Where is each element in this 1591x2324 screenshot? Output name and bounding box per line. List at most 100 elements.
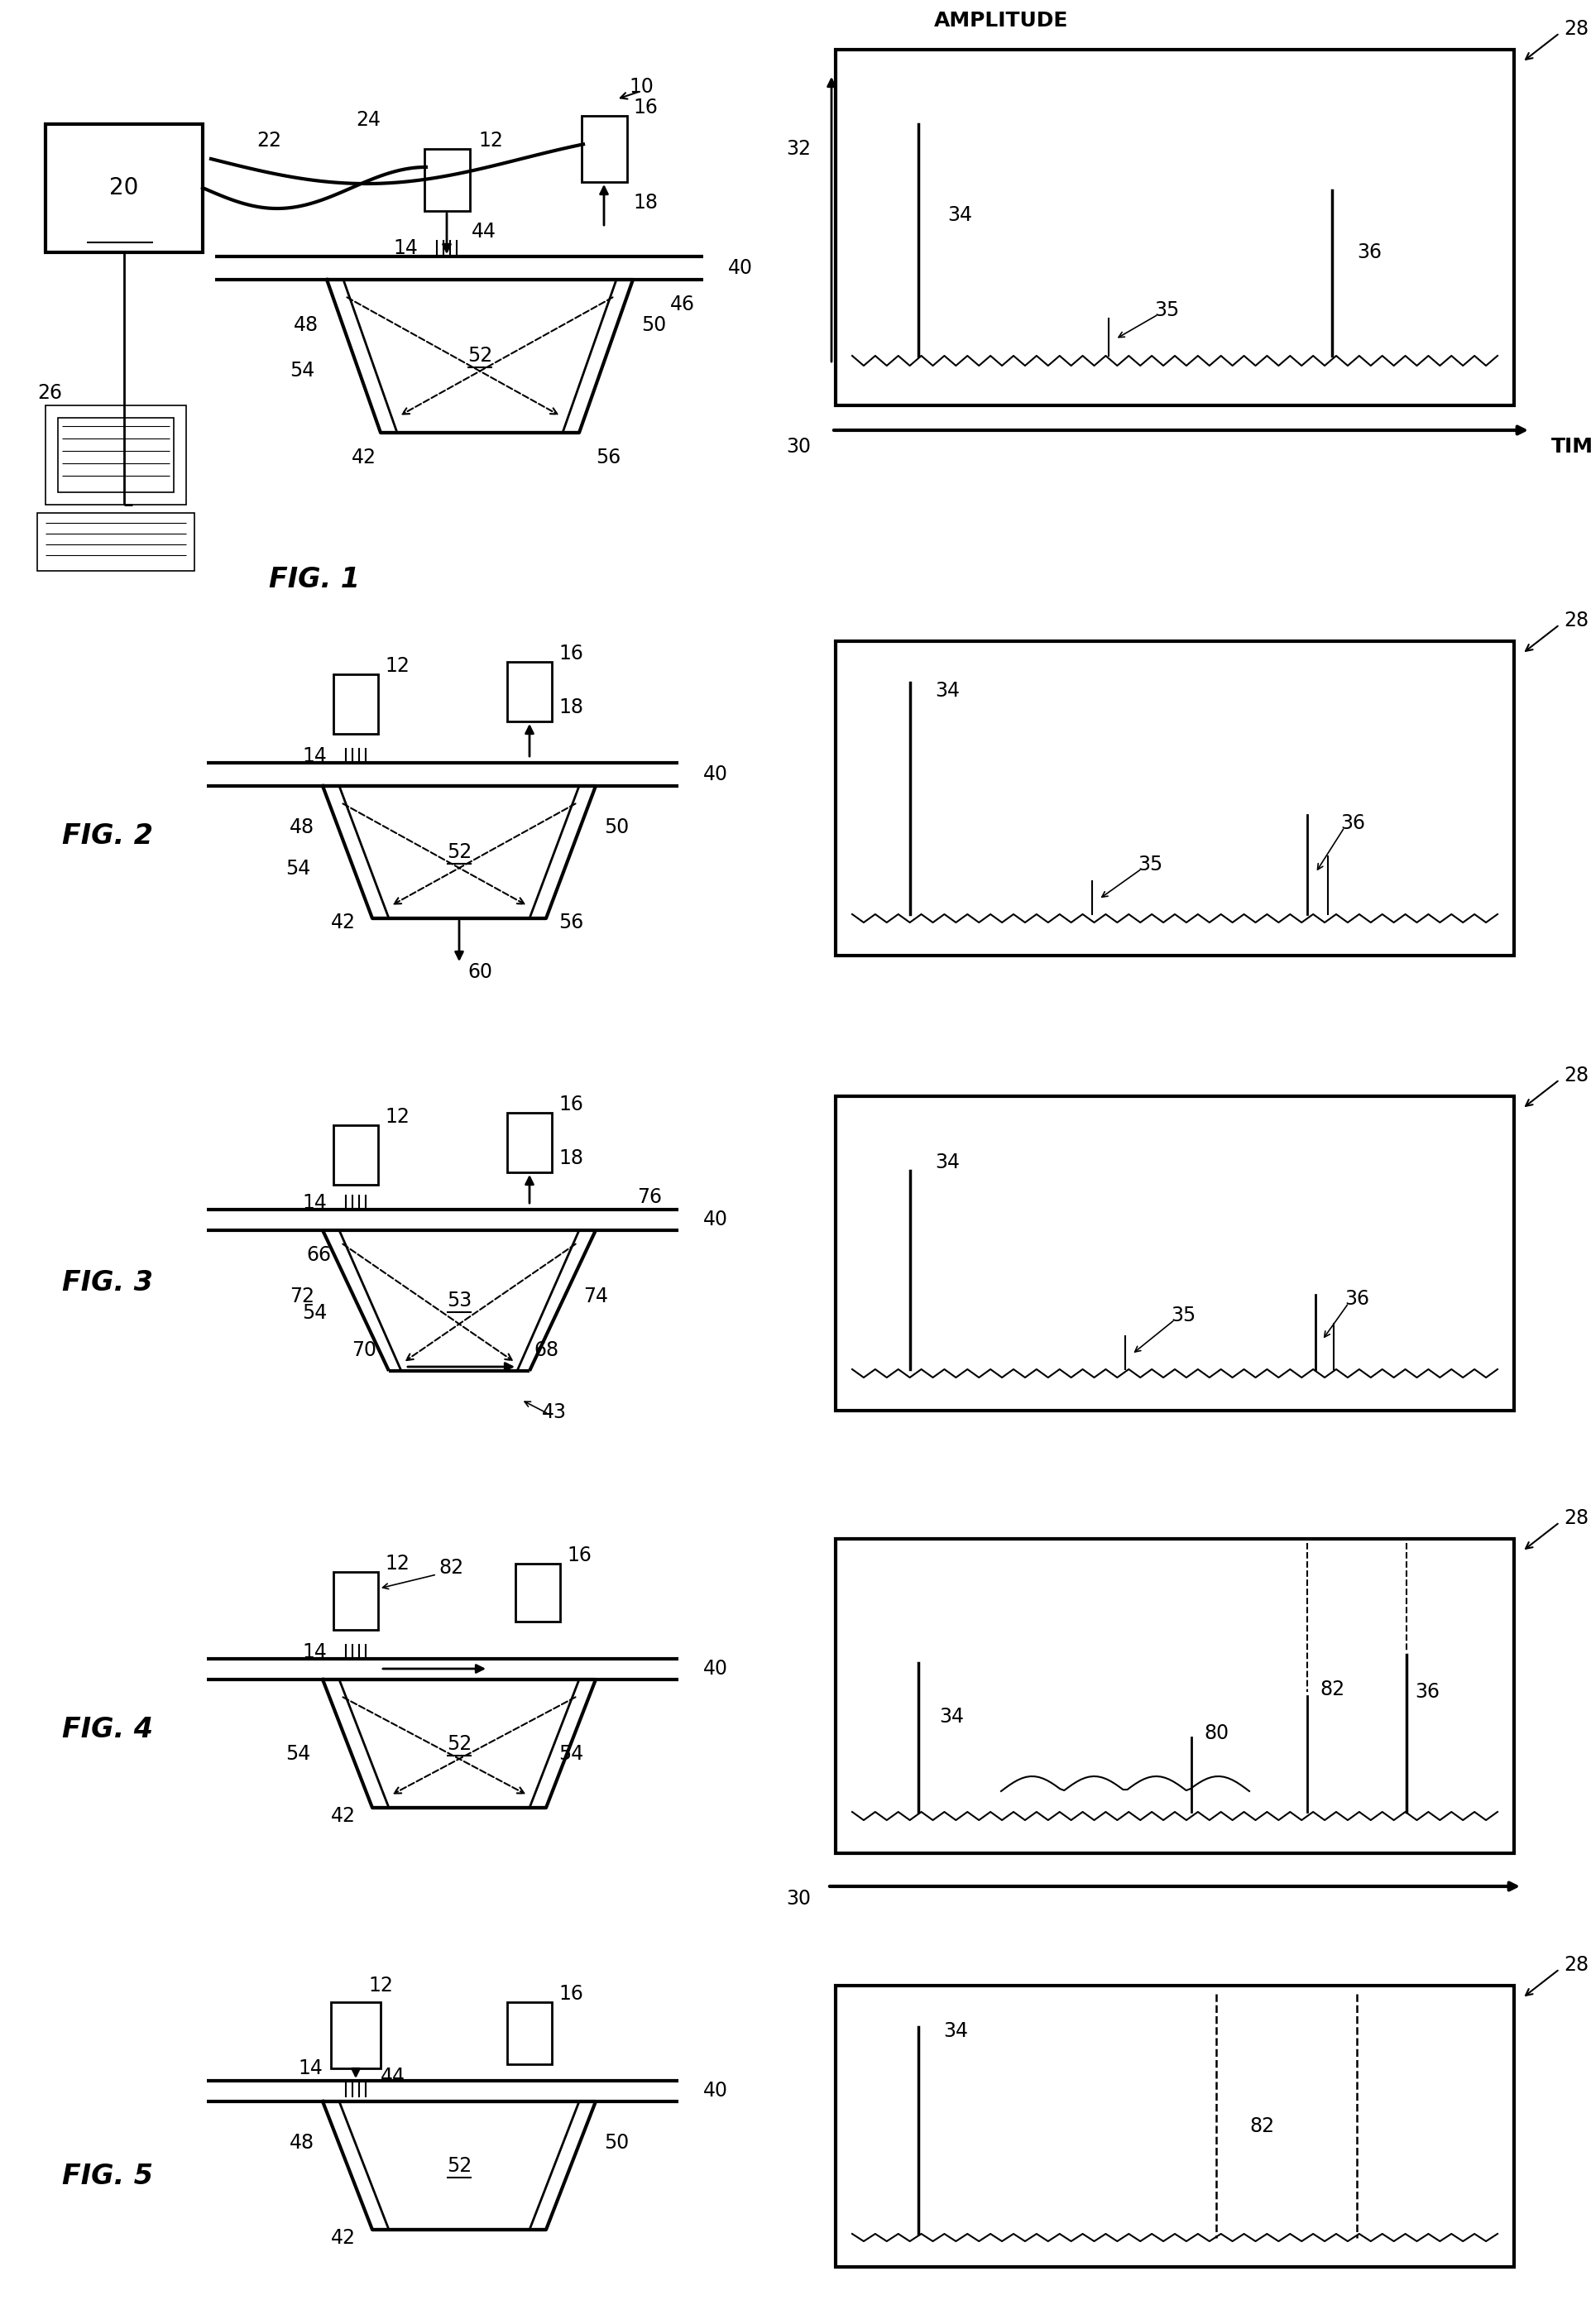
- Text: 42: 42: [331, 2229, 355, 2247]
- Text: 76: 76: [636, 1188, 662, 1206]
- Text: 40: 40: [703, 1208, 727, 1229]
- Text: 48: 48: [290, 818, 315, 837]
- Text: 36: 36: [1344, 1290, 1368, 1308]
- Text: 40: 40: [703, 765, 727, 783]
- Bar: [331, 2003, 380, 2068]
- Text: 44: 44: [471, 221, 496, 242]
- Bar: [508, 1113, 552, 1171]
- Text: 14: 14: [302, 1192, 326, 1213]
- Bar: [508, 662, 552, 720]
- Text: 12: 12: [477, 130, 503, 151]
- Text: 12: 12: [385, 1106, 409, 1127]
- Text: 48: 48: [290, 2133, 315, 2152]
- Text: 28: 28: [1562, 1954, 1588, 1975]
- Text: AMPLITUDE: AMPLITUDE: [934, 12, 1068, 30]
- Bar: [333, 674, 379, 734]
- Text: 18: 18: [558, 1148, 582, 1169]
- Bar: [46, 404, 186, 504]
- Text: 14: 14: [302, 1643, 326, 1662]
- Text: 82: 82: [438, 1557, 463, 1578]
- Text: 42: 42: [352, 449, 375, 467]
- Text: 34: 34: [939, 1706, 964, 1727]
- Text: 54: 54: [285, 1743, 310, 1764]
- Text: 34: 34: [934, 1153, 959, 1171]
- Bar: [835, 1985, 1513, 2266]
- Bar: [333, 1571, 379, 1629]
- Text: 70: 70: [352, 1341, 375, 1360]
- Text: 74: 74: [582, 1287, 608, 1306]
- Text: 16: 16: [558, 1095, 582, 1116]
- Text: 66: 66: [305, 1246, 331, 1264]
- Text: 56: 56: [558, 913, 584, 932]
- Text: 30: 30: [786, 1889, 810, 1908]
- Text: 14: 14: [298, 2059, 323, 2078]
- Text: 50: 50: [603, 2133, 628, 2152]
- Text: 35: 35: [1169, 1306, 1195, 1325]
- Text: FIG. 5: FIG. 5: [62, 2161, 153, 2189]
- Text: 40: 40: [727, 258, 753, 279]
- Text: FIG. 1: FIG. 1: [269, 565, 360, 593]
- Text: 36: 36: [1340, 813, 1365, 832]
- Text: 16: 16: [558, 644, 582, 665]
- Text: 35: 35: [1153, 300, 1179, 321]
- Text: 16: 16: [558, 1985, 582, 2003]
- Text: 80: 80: [1203, 1724, 1228, 1743]
- Text: 36: 36: [1356, 242, 1381, 263]
- Bar: [835, 1538, 1513, 1852]
- Text: 34: 34: [947, 205, 972, 225]
- Text: 30: 30: [786, 437, 810, 458]
- Text: 26: 26: [37, 383, 62, 402]
- Bar: [835, 1097, 1513, 1411]
- Text: 68: 68: [533, 1341, 558, 1360]
- Text: 43: 43: [541, 1401, 566, 1422]
- Text: 35: 35: [1138, 855, 1161, 874]
- Text: 10: 10: [628, 77, 654, 98]
- Text: 53: 53: [447, 1290, 471, 1311]
- Text: 40: 40: [703, 1659, 727, 1678]
- Text: 24: 24: [355, 109, 380, 130]
- Text: 56: 56: [595, 449, 620, 467]
- Text: 52: 52: [447, 841, 471, 862]
- Text: 44: 44: [380, 2066, 406, 2087]
- Text: 28: 28: [1562, 19, 1588, 40]
- Text: 54: 54: [290, 360, 315, 381]
- Text: 16: 16: [633, 98, 657, 119]
- Text: 12: 12: [385, 655, 409, 676]
- Bar: [425, 149, 469, 211]
- Text: 60: 60: [468, 962, 492, 983]
- Bar: [835, 49, 1513, 404]
- Text: 40: 40: [703, 2080, 727, 2101]
- Bar: [508, 2003, 552, 2064]
- Text: 50: 50: [641, 316, 667, 335]
- Text: 32: 32: [786, 139, 810, 158]
- Bar: [835, 641, 1513, 955]
- Text: TIME: TIME: [1551, 437, 1591, 458]
- Text: 72: 72: [290, 1287, 315, 1306]
- Bar: [515, 1564, 560, 1622]
- Text: 54: 54: [302, 1304, 326, 1322]
- Text: 82: 82: [1249, 2117, 1273, 2136]
- Text: 18: 18: [633, 193, 657, 211]
- Text: 42: 42: [331, 1806, 355, 1827]
- Text: FIG. 4: FIG. 4: [62, 1715, 153, 1743]
- Text: 54: 54: [285, 860, 310, 878]
- Text: 34: 34: [934, 681, 959, 702]
- Text: 50: 50: [603, 818, 628, 837]
- Text: 20: 20: [110, 177, 138, 200]
- Bar: [57, 418, 173, 493]
- Text: 12: 12: [385, 1555, 409, 1573]
- Text: 52: 52: [447, 2157, 471, 2175]
- Text: 28: 28: [1562, 611, 1588, 630]
- Text: 52: 52: [447, 1734, 471, 1755]
- Text: 28: 28: [1562, 1067, 1588, 1085]
- Bar: [581, 116, 627, 181]
- Text: FIG. 2: FIG. 2: [62, 823, 153, 848]
- Text: 82: 82: [1319, 1680, 1344, 1699]
- Text: 14: 14: [302, 746, 326, 767]
- Text: 16: 16: [566, 1545, 592, 1566]
- Text: 28: 28: [1562, 1508, 1588, 1529]
- Bar: [37, 514, 194, 572]
- Text: 34: 34: [943, 2022, 967, 2040]
- Text: 48: 48: [293, 316, 318, 335]
- Text: 18: 18: [558, 697, 582, 718]
